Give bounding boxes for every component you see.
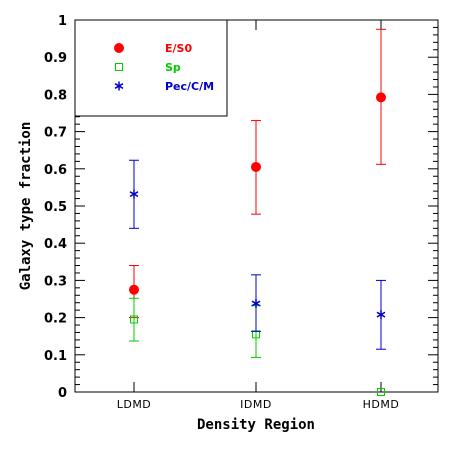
- legend-label: Pec/C/M: [165, 80, 214, 93]
- data-point: [377, 388, 385, 396]
- series-e-s0: [129, 28, 386, 319]
- data-point: [129, 189, 139, 199]
- data-point: [129, 284, 139, 295]
- y-tick-label: 0.6: [44, 163, 67, 178]
- legend-label: E/S0: [165, 42, 192, 55]
- x-tick-label: IDMD: [240, 398, 272, 411]
- y-tick-label: 0.7: [44, 126, 67, 141]
- series-sp: [129, 297, 385, 396]
- data-point: [251, 161, 261, 172]
- y-tick-label: 0.4: [44, 237, 67, 252]
- legend-marker: [114, 81, 124, 91]
- y-tick-label: 0.8: [44, 88, 67, 103]
- legend-label: Sp: [165, 61, 181, 74]
- series-pec-c-m: [129, 159, 386, 350]
- y-tick-label: 1: [58, 14, 67, 29]
- data-point: [376, 310, 386, 320]
- y-tick-label: 0.2: [44, 312, 67, 327]
- y-tick-label: 0.5: [44, 200, 67, 215]
- x-axis-title: Density Region: [197, 417, 315, 433]
- data-point: [376, 92, 386, 103]
- asterisk-stroke: [251, 300, 261, 307]
- x-tick-label: HDMD: [363, 398, 400, 411]
- y-axis-title: Galaxy type fraction: [18, 122, 34, 291]
- y-tick-label: 0.1: [44, 349, 67, 364]
- data-point: [251, 298, 261, 308]
- legend: E/S0 Sp Pec/C/M: [74, 19, 228, 117]
- x-tick-label: LDMD: [117, 398, 152, 411]
- asterisk-stroke: [114, 83, 124, 89]
- data-point: [130, 315, 138, 324]
- axis-ticks: 0 0.1 0.2 0.3 0.4 0.5 0.6 0.7 0.8 0.9 1 LDMD IDMD HDM…: [44, 14, 438, 411]
- data-series: [129, 28, 386, 396]
- y-tick-label: 0.3: [44, 274, 67, 289]
- y-tick-label: 0.9: [44, 51, 67, 66]
- legend-marker: [114, 43, 124, 53]
- legend-marker: [115, 63, 123, 71]
- asterisk-stroke: [129, 191, 139, 198]
- asterisk-stroke: [376, 311, 386, 318]
- legend-frame: [74, 19, 228, 117]
- y-tick-label: 0: [58, 386, 67, 401]
